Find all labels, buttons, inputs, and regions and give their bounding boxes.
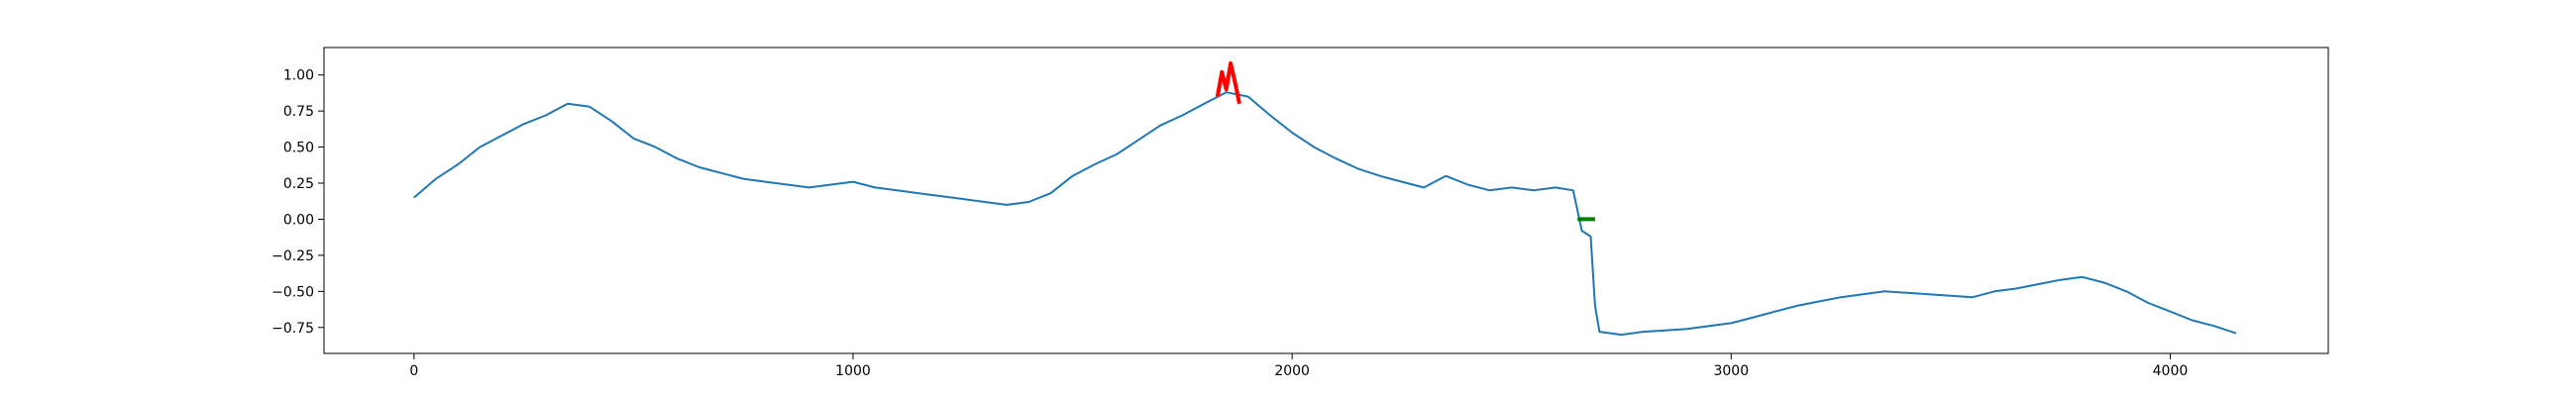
x-tick-label: 4000 xyxy=(2153,363,2189,379)
x-tick-label: 0 xyxy=(409,363,418,379)
x-tick-label: 3000 xyxy=(1713,363,1749,379)
y-tick-label: −0.75 xyxy=(271,321,314,337)
series-line-signal xyxy=(413,91,2237,337)
y-tick-label: −0.25 xyxy=(271,248,314,264)
plot-marks xyxy=(413,61,2237,337)
plot-frame xyxy=(323,47,2329,354)
y-axis: 1.00 0.75 0.50 0.25 0.00 −0.25 −0.50 −0.75 xyxy=(271,68,324,337)
y-tick-label: 1.00 xyxy=(283,68,314,84)
series-line-highlight xyxy=(1215,61,1241,105)
y-tick-label: −0.50 xyxy=(271,284,314,300)
x-axis: 0 1000 2000 3000 4000 xyxy=(409,353,2188,379)
y-tick-label: 0.75 xyxy=(283,104,314,120)
y-tick-label: 0.25 xyxy=(283,176,314,192)
y-tick-label: 0.50 xyxy=(283,141,314,156)
x-tick-label: 1000 xyxy=(835,363,871,379)
y-tick-label: 0.00 xyxy=(283,212,314,228)
x-tick-label: 2000 xyxy=(1274,363,1310,379)
